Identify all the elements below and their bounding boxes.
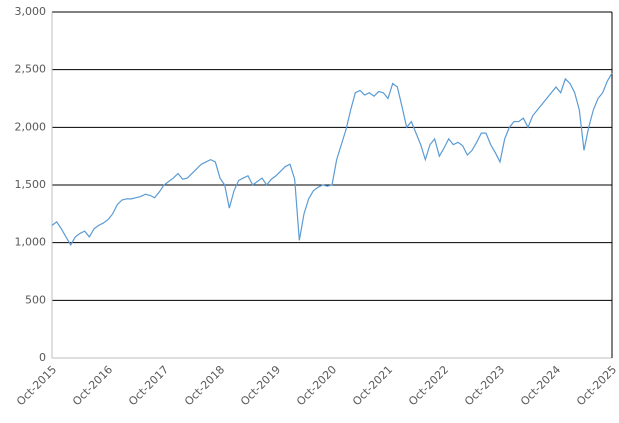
y-tick-label: 0 <box>39 351 46 364</box>
y-tick-label: 1,000 <box>15 236 47 249</box>
x-tick-label: Oct-2023 <box>462 363 507 408</box>
data-line <box>51 72 613 247</box>
y-tick-label: 500 <box>25 293 46 306</box>
x-tick-label: Oct-2022 <box>406 363 451 408</box>
x-tick-label: Oct-2024 <box>518 363 563 408</box>
y-tick-label: 2,000 <box>15 120 47 133</box>
x-tick-label: Oct-2015 <box>14 363 59 408</box>
x-tick-label: Oct-2016 <box>70 363 115 408</box>
y-tick-label: 3,000 <box>15 5 47 18</box>
x-tick-label: Oct-2017 <box>126 363 171 408</box>
x-tick-label: Oct-2019 <box>238 363 283 408</box>
x-tick-label: Oct-2018 <box>182 363 227 408</box>
y-tick-label: 1,500 <box>15 178 47 191</box>
x-tick-label: Oct-2025 <box>574 363 619 408</box>
x-tick-label: Oct-2020 <box>294 363 339 408</box>
x-tick-label: Oct-2021 <box>350 363 395 408</box>
y-tick-label: 2,500 <box>15 63 47 76</box>
